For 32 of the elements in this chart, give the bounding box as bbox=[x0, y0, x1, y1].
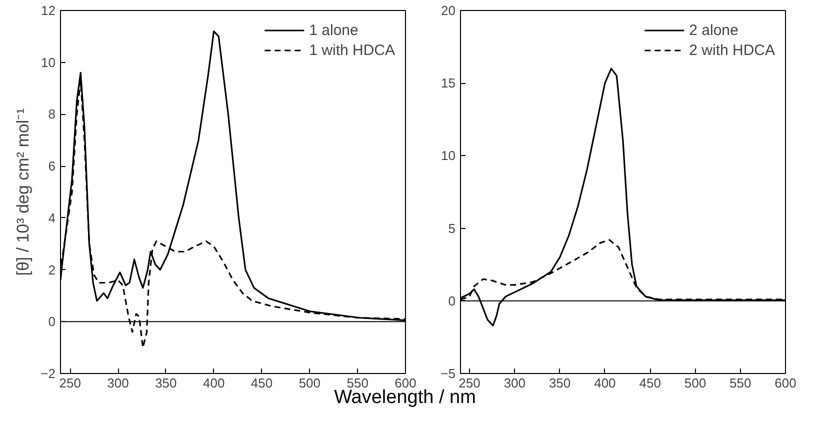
y-tick-label: 15 bbox=[441, 76, 456, 91]
y-tick-label: 10 bbox=[441, 148, 456, 164]
legend-label: 2 alone bbox=[689, 22, 738, 38]
x-tick-label: 300 bbox=[504, 376, 526, 390]
y-tick-label: 0 bbox=[448, 293, 456, 308]
x-tick-label: 350 bbox=[155, 376, 177, 390]
x-tick-label: 450 bbox=[639, 376, 661, 390]
x-tick-label: 300 bbox=[107, 376, 129, 390]
y-tick-label: 4 bbox=[48, 210, 56, 226]
y-axis-title: [θ] / 10³ deg cm² mol⁻¹ bbox=[14, 108, 33, 276]
x-tick-label: 400 bbox=[594, 376, 616, 390]
y-tick-label: 8 bbox=[48, 106, 56, 122]
y-tick-label: 2 bbox=[48, 262, 56, 278]
y-tick-label: −5 bbox=[440, 366, 456, 381]
x-tick-label: 250 bbox=[59, 376, 81, 390]
x-tick-label: 450 bbox=[250, 376, 273, 390]
x-tick-label: 550 bbox=[730, 376, 752, 390]
x-tick-label: 500 bbox=[684, 376, 706, 390]
y-tick-label: 20 bbox=[441, 3, 456, 18]
y-tick-label: 6 bbox=[48, 158, 56, 174]
legend-label: 2 with HDCA bbox=[689, 42, 775, 58]
y-tick-label: 10 bbox=[41, 54, 56, 70]
legend-label: 1 alone bbox=[309, 22, 358, 38]
y-tick-label: 0 bbox=[48, 314, 56, 330]
legend-label: 1 with HDCA bbox=[309, 42, 395, 58]
y-tick-label: 5 bbox=[448, 220, 456, 236]
x-tick-label: 500 bbox=[298, 376, 321, 390]
x-tick-label: 400 bbox=[202, 376, 225, 390]
y-tick-label: 12 bbox=[41, 3, 56, 18]
x-tick-label: 600 bbox=[774, 376, 796, 390]
y-tick-label: −2 bbox=[40, 366, 56, 381]
x-tick-label: 350 bbox=[548, 376, 571, 390]
